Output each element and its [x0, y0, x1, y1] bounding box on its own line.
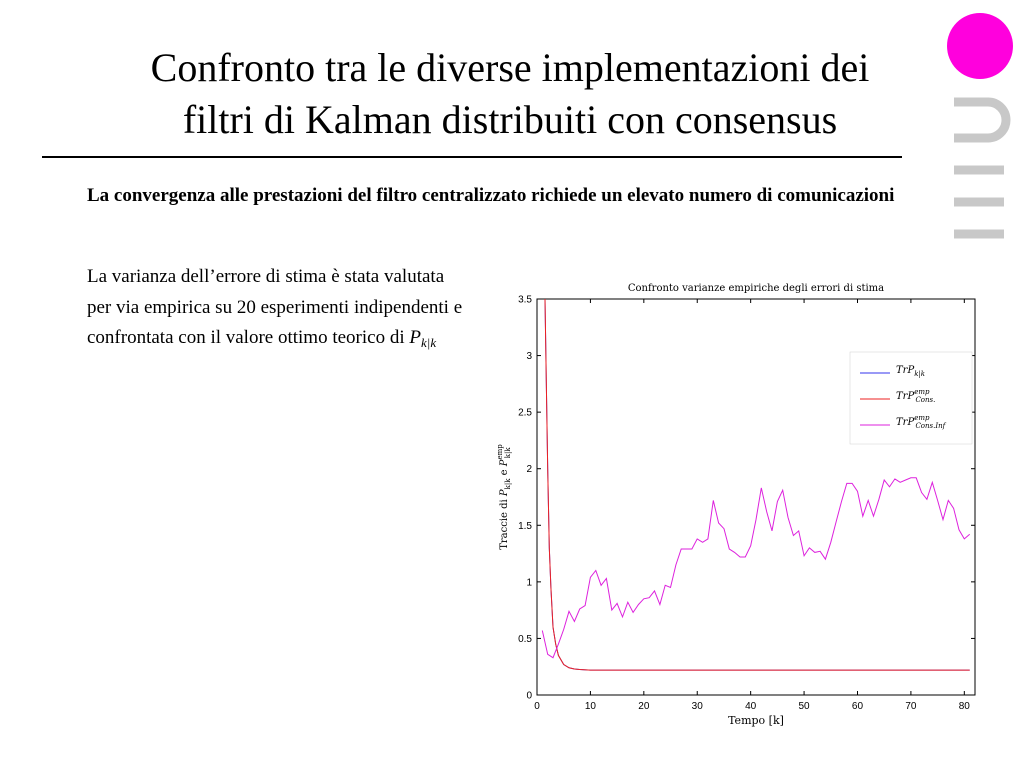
y-tick-label: 3	[526, 351, 532, 362]
y-label-p2: P	[499, 459, 510, 467]
chart-series	[541, 298, 971, 671]
y-label-sub1: k|k	[504, 478, 512, 490]
title-divider	[42, 156, 902, 158]
y-axis-label-group: Traccie di Pk|k e Pempk|k	[496, 444, 512, 550]
axis-ticks: 0 10 20 30 40 50 60 70 80 0 0.5 1 1.5 2 2.5 3 3.5	[518, 295, 975, 712]
body-symbol: P	[409, 327, 421, 348]
x-tick-label: 40	[745, 701, 757, 712]
x-tick-label: 80	[959, 701, 971, 712]
chart-legend: TrPk|k TrPemp Cons. TrPemp Cons.Inf	[849, 351, 973, 445]
x-tick-label: 10	[585, 701, 597, 712]
y-tick-label: 0.5	[518, 634, 532, 645]
series-line-0	[544, 298, 970, 671]
legend-box	[849, 351, 973, 445]
y-tick-label: 1	[526, 577, 532, 588]
variance-chart: Confronto varianze empiriche degli error…	[496, 283, 976, 727]
y-axis-label: Traccie di Pk|k e Pempk|k	[496, 444, 512, 550]
y-label-part-1: Traccie di	[499, 496, 510, 550]
x-axis-label: Tempo [k]	[728, 714, 784, 727]
logo-u-bars	[954, 97, 1011, 143]
body-paragraph: La varianza dell’errore di stima è stata…	[87, 262, 472, 359]
series-line-2	[541, 477, 971, 659]
y-tick-label: 0	[526, 691, 532, 702]
y-label-sub2: k|k	[504, 447, 512, 459]
y-label-sup2: emp	[496, 444, 504, 460]
x-tick-label: 0	[534, 701, 540, 712]
x-tick-label: 70	[905, 701, 917, 712]
chart-title: Confronto varianze empiriche degli error…	[628, 283, 884, 294]
x-tick-label: 60	[852, 701, 864, 712]
x-tick-label: 30	[692, 701, 704, 712]
x-tick-label: 20	[638, 701, 650, 712]
logo-dot	[947, 13, 1013, 79]
y-tick-label: 1.5	[518, 521, 532, 532]
y-tick-label: 3.5	[518, 295, 532, 306]
slide-title-line1: Confronto tra le diverse implementazioni…	[150, 45, 870, 90]
slide-subtitle: La convergenza alle prestazioni del filt…	[87, 185, 895, 206]
body-text: La varianza dell’errore di stima è stata…	[87, 266, 463, 348]
legend-label-cons: TrPemp Cons.	[896, 388, 935, 404]
y-label-p1: P	[499, 489, 510, 497]
y-label-e: e	[499, 466, 510, 478]
y-tick-label: 2.5	[518, 408, 532, 419]
slide-title-line2: filtri di Kalman distribuiti con consens…	[182, 97, 838, 142]
x-tick-label: 50	[799, 701, 811, 712]
body-symbol-subscript: k|k	[420, 335, 437, 350]
y-tick-label: 2	[526, 464, 532, 475]
unife-logo-icon	[947, 13, 1013, 239]
slide-title: Confronto tra le diverse implementazioni…	[80, 42, 940, 146]
